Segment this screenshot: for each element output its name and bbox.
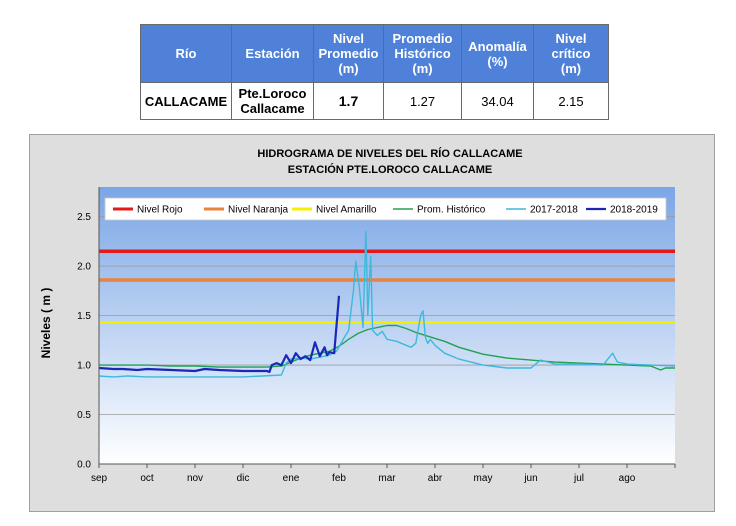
- y-tick-label: 1.5: [77, 311, 91, 322]
- hydrograph-chart: HIDROGRAMA DE NIVELES DEL RÍO CALLACAME …: [29, 134, 715, 512]
- chart-title: HIDROGRAMA DE NIVELES DEL RÍO CALLACAME: [257, 147, 522, 160]
- x-tick-label: dic: [237, 473, 250, 484]
- series-line: [98, 295, 341, 374]
- legend-box: [104, 197, 667, 221]
- x-tick-label: ene: [283, 473, 300, 484]
- cell-nivel-promedio: 1.7: [313, 82, 384, 120]
- series-line: [98, 230, 676, 378]
- header-nivel-promedio: Nivel Promedio (m): [313, 24, 384, 83]
- x-tick-label: ago: [619, 473, 636, 484]
- legend-label: Nivel Rojo: [137, 205, 183, 216]
- table-header-row: Río Estación Nivel Promedio (m) Promedio Hi…: [140, 24, 609, 83]
- x-tick-label: mar: [378, 473, 396, 484]
- table-row: CALLACAME Pte.Loroco Callacame 1.7 1.27 3…: [140, 82, 609, 120]
- y-tick-label: 1.0: [77, 361, 91, 372]
- x-tick-label: nov: [187, 473, 203, 484]
- header-estacion: Estación: [231, 24, 314, 83]
- cell-estacion: Pte.Loroco Callacame: [231, 82, 314, 120]
- summary-table: Río Estación Nivel Promedio (m) Promedio Hi…: [140, 24, 609, 120]
- legend-label: Nivel Naranja: [228, 205, 288, 216]
- y-tick-label: 2.0: [77, 262, 91, 273]
- axes: 0.0 0.5 1.0 1.5 2.0 2.5 sep oct nov dic ene feb mar a…: [77, 187, 676, 484]
- y-tick-label: 2.5: [77, 212, 91, 223]
- chart-subtitle: ESTACIÓN PTE.LOROCO CALLACAME: [288, 163, 493, 176]
- x-tick-label: feb: [332, 473, 346, 484]
- y-tick-label: 0.0: [77, 460, 91, 471]
- legend-label: Nivel Amarillo: [316, 205, 377, 216]
- cell-nivel-critico: 2.15: [533, 82, 609, 120]
- header-nivel-critico: Nivel crítico (m): [533, 24, 609, 83]
- x-tick-label: oct: [140, 473, 154, 484]
- cell-promedio-historico: 1.27: [383, 82, 462, 120]
- threshold-lines: [99, 249, 675, 324]
- header-rio: Río: [140, 24, 232, 83]
- legend-label: Prom. Histórico: [417, 205, 486, 216]
- series-lines: [98, 230, 676, 378]
- series-line: [99, 324, 675, 371]
- header-promedio-historico: Promedio Histórico (m): [383, 24, 462, 83]
- legend-label: 2018-2019: [610, 205, 658, 216]
- x-tick-label: may: [474, 473, 493, 484]
- y-tick-label: 0.5: [77, 410, 91, 421]
- y-axis-label: Niveles ( m ): [39, 288, 53, 359]
- header-anomalia: Anomalía (%): [461, 24, 534, 83]
- cell-anomalia: 34.04: [461, 82, 534, 120]
- chart-svg: HIDROGRAMA DE NIVELES DEL RÍO CALLACAME …: [39, 147, 676, 484]
- legend-label: 2017-2018: [530, 205, 578, 216]
- x-tick-label: jul: [573, 473, 584, 484]
- x-tick-label: sep: [91, 473, 108, 484]
- cell-rio: CALLACAME: [140, 82, 232, 120]
- x-tick-label: jun: [523, 473, 537, 484]
- legend: Nivel Rojo Nivel Naranja Nivel Amarillo Pro…: [104, 197, 667, 221]
- x-tick-label: abr: [428, 473, 443, 484]
